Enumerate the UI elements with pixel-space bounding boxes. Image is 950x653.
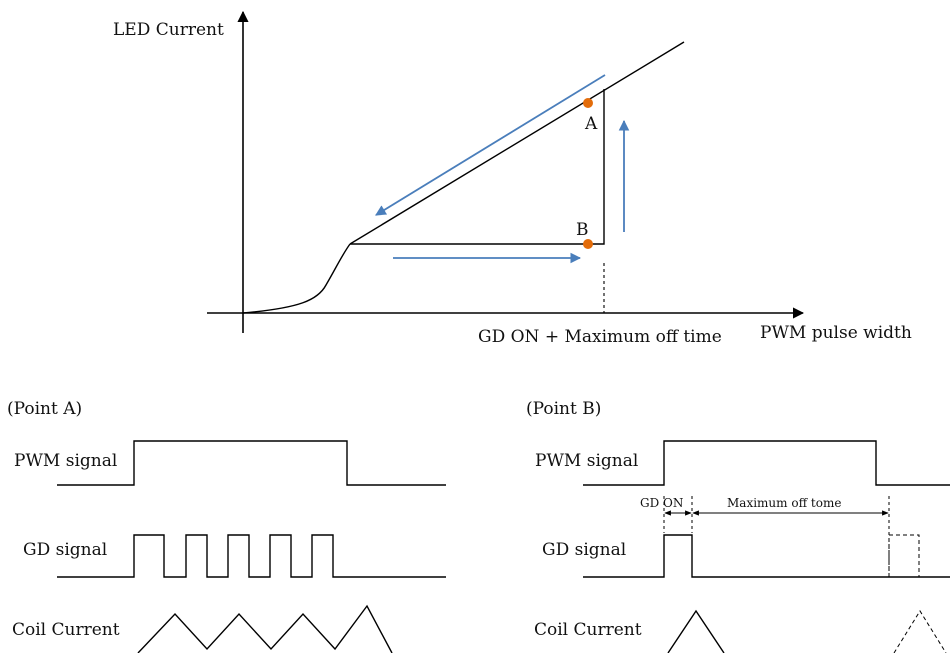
- point-a-label: A: [584, 114, 598, 134]
- point-a-panel: (Point A) PWM signal GD signal Coil Curr…: [7, 399, 446, 653]
- point-a-pwm-label: PWM signal: [14, 451, 117, 471]
- point-a-marker: [583, 98, 593, 108]
- max-off-label: Maximum off tome: [727, 496, 841, 510]
- point-a-pwm-waveform: [57, 440, 446, 486]
- point-b-coil-waveform: [667, 609, 725, 653]
- x-axis-label: PWM pulse width: [760, 323, 912, 343]
- rising-line: [349, 41, 685, 245]
- startup-curve: [242, 243, 351, 314]
- point-b-gd-label: GD signal: [542, 540, 626, 560]
- top-graph: LED Current PWM pulse width GD ON + Maxi…: [113, 10, 912, 347]
- point-a-title: (Point A): [7, 399, 82, 419]
- point-b-coil-label: Coil Current: [534, 620, 642, 640]
- point-b-pwm-label: PWM signal: [535, 451, 638, 471]
- point-b-gd-next-pulse: [888, 534, 920, 577]
- point-b-coil-next: [893, 610, 947, 653]
- point-b-title: (Point B): [526, 399, 601, 419]
- y-axis-label: LED Current: [113, 20, 224, 40]
- point-b-panel: (Point B) PWM signal GD ON Maximum off t…: [526, 399, 950, 653]
- point-a-coil-waveform: [137, 604, 393, 653]
- point-b-label: B: [576, 220, 589, 240]
- point-a-coil-label: Coil Current: [12, 620, 120, 640]
- threshold-label: GD ON + Maximum off time: [478, 327, 722, 347]
- point-b-gd-waveform: [583, 534, 950, 578]
- point-a-gd-label: GD signal: [23, 540, 107, 560]
- gd-on-label: GD ON: [640, 496, 683, 510]
- point-b-marker: [583, 239, 593, 249]
- arrow-down-diagonal: [375, 74, 606, 216]
- hysteresis-loop: [350, 89, 605, 245]
- point-a-gd-waveform: [57, 534, 446, 578]
- point-b-pwm-waveform: [583, 440, 950, 486]
